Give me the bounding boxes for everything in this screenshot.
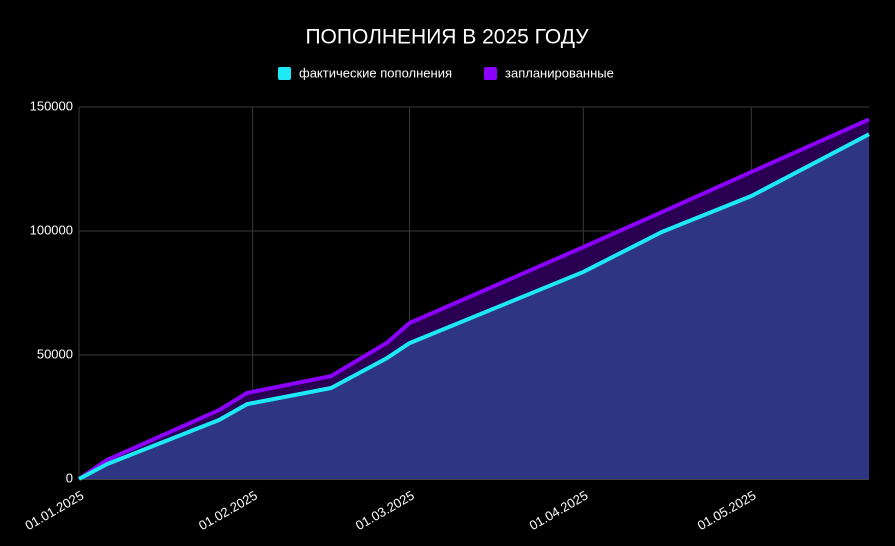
x-tick-label: 01.02.2025 [196,488,260,534]
y-tick-label: 50000 [37,346,73,361]
legend-label: фактические пополнения [299,65,452,80]
legend-label: запланированные [505,65,614,80]
line [77,117,870,481]
x-tick-label: 01.03.2025 [353,488,417,534]
x-tick-label: 01.01.2025 [22,488,86,534]
line [78,132,870,481]
y-tick-label: 100000 [30,222,73,237]
legend-swatch [278,67,291,80]
y-tick-label: 150000 [30,98,73,113]
y-tick-label: 0 [66,470,73,485]
legend: фактические пополнения запланированные [278,65,614,80]
x-tick-label: 01.04.2025 [527,488,591,534]
x-tick-label: 01.05.2025 [695,488,759,534]
chart-title: ПОПОЛНЕНИЯ В 2025 ГОДУ [305,26,589,49]
area [79,134,869,479]
legend-swatch [484,67,497,80]
